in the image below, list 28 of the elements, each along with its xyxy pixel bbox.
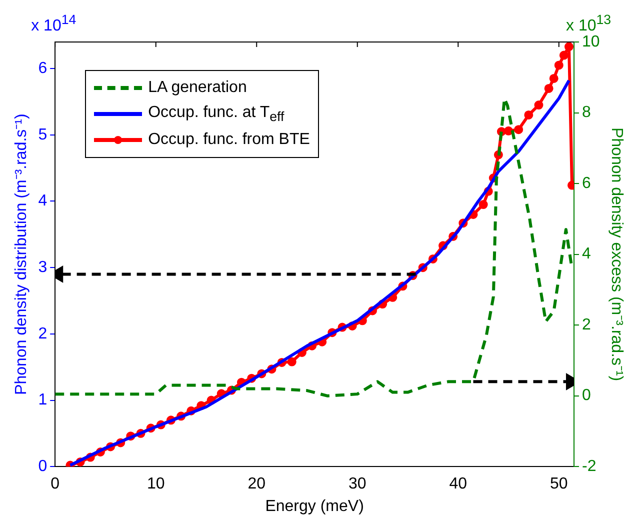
y2-tick-label: 0 bbox=[582, 387, 592, 404]
y2-tick-label: -2 bbox=[582, 458, 596, 476]
legend-label: Occup. func. at T$_{eff}$ bbox=[148, 104, 284, 124]
y-tick-label: 4 bbox=[38, 192, 48, 210]
y2-tick-label: 4 bbox=[582, 246, 592, 263]
text: x 10$^{14}$ bbox=[31, 12, 76, 36]
y-tick-label: 6 bbox=[38, 60, 48, 77]
x-tick-label: 50 bbox=[550, 476, 568, 493]
y2-tick-label: 8 bbox=[582, 104, 592, 122]
legend-label: Occup. func. from BTE bbox=[148, 131, 310, 149]
y-tick-label: 0 bbox=[38, 458, 48, 476]
y-tick-label: 3 bbox=[38, 258, 48, 276]
y2-tick-label: 6 bbox=[582, 174, 592, 192]
x-axis-title: Energy (meV) bbox=[265, 498, 364, 515]
y2-axis-title: Phonon density excess (m⁻³.rad.s⁻¹) bbox=[608, 127, 625, 382]
x-tick-label: 10 bbox=[146, 476, 165, 493]
x-tick-label: 0 bbox=[50, 476, 60, 493]
y2-tick-label: 10 bbox=[582, 33, 600, 50]
y2-tick-label: 2 bbox=[582, 316, 592, 334]
y-axis-title: Phonon density distribution (m⁻³.rad.s⁻¹) bbox=[13, 114, 30, 395]
x-tick-label: 20 bbox=[248, 476, 266, 493]
y-tick-label: 1 bbox=[38, 392, 48, 409]
y-tick-label: 2 bbox=[38, 325, 48, 342]
legend-label: LA generation bbox=[148, 79, 247, 97]
x-tick-label: 40 bbox=[449, 476, 468, 493]
text: x 10$^{13}$ bbox=[566, 12, 612, 35]
y-tick-label: 5 bbox=[38, 126, 48, 144]
x-tick-label: 30 bbox=[348, 476, 366, 493]
